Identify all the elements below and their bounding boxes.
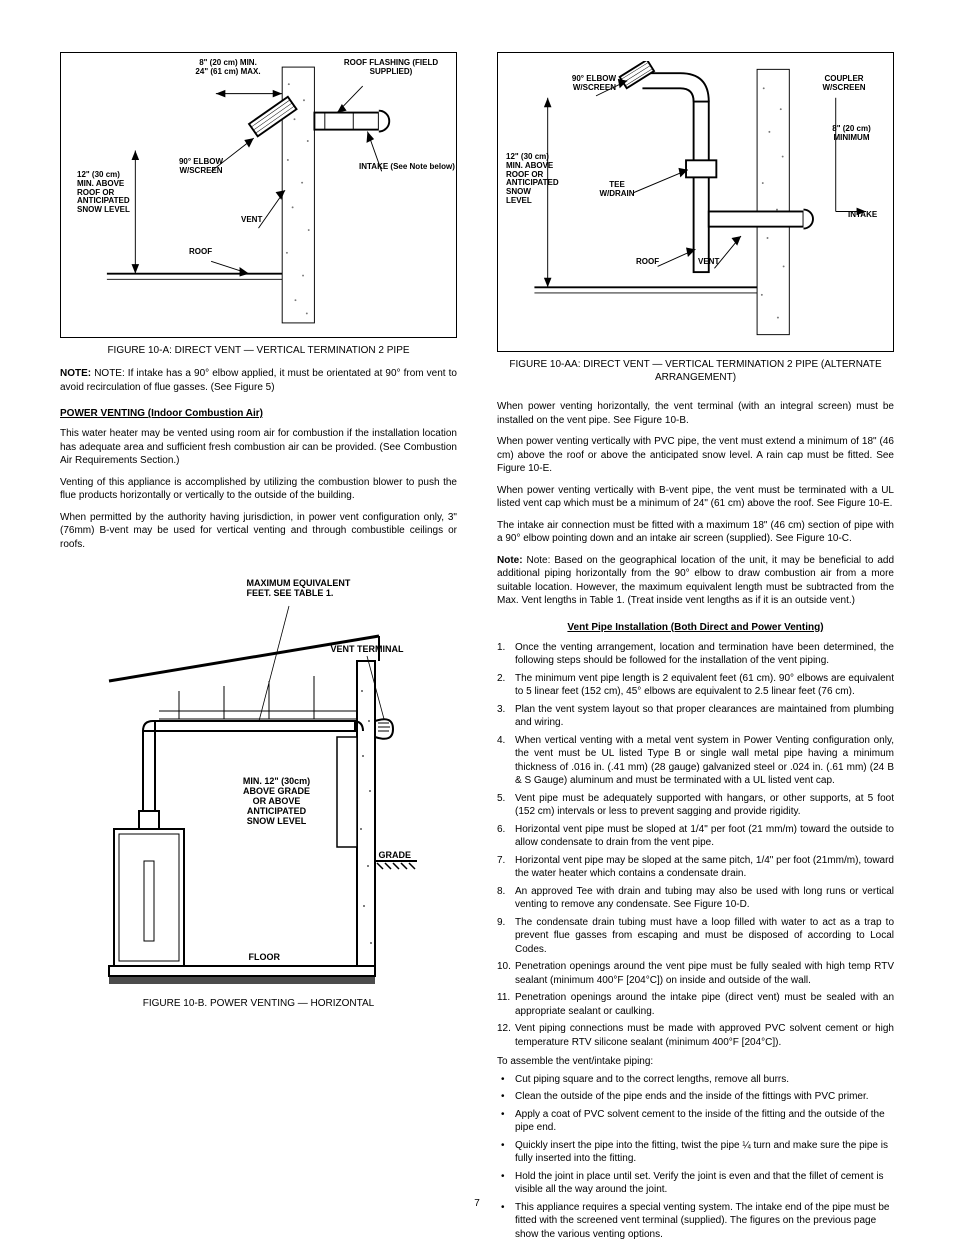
- numbered-list: 1.Once the venting arrangement, location…: [497, 641, 894, 1050]
- bullet-item: •Quickly insert the pipe into the fittin…: [497, 1139, 894, 1166]
- numbered-marker: 1.: [497, 641, 515, 668]
- fig-aa-elbow: 90° ELBOW W/SCREEN: [556, 75, 616, 93]
- fig-b-maxeq: MAXIMUM EQUIVALENT FEET. SEE TABLE 1.: [247, 579, 367, 599]
- numbered-body: Vent pipe must be adequately supported w…: [515, 792, 894, 819]
- fig-a-flashing: ROOF FLASHING (FIELD SUPPLIED): [341, 59, 441, 77]
- figure-10b-caption: FIGURE 10-B. POWER VENTING — HORIZONTAL: [99, 997, 419, 1010]
- numbered-body: Penetration openings around the vent pip…: [515, 960, 894, 987]
- numbered-marker: 7.: [497, 854, 515, 881]
- left-p2: Venting of this appliance is accomplishe…: [60, 476, 457, 503]
- numbered-marker: 3.: [497, 703, 515, 730]
- bullet-body: Apply a coat of PVC solvent cement to th…: [515, 1108, 894, 1135]
- figure-10aa-caption: FIGURE 10-AA: DIRECT VENT — VERTICAL TER…: [497, 358, 894, 384]
- fig-a-vent: VENT: [241, 216, 262, 225]
- bullet-body: Hold the joint in place until set. Verif…: [515, 1170, 894, 1197]
- numbered-item: 3.Plan the vent system layout so that pr…: [497, 703, 894, 730]
- numbered-marker: 12.: [497, 1022, 515, 1049]
- numbered-item: 5.Vent pipe must be adequately supported…: [497, 792, 894, 819]
- bullet-item: •Cut piping square and to the correct le…: [497, 1073, 894, 1087]
- bullet-body: Clean the outside of the pipe ends and t…: [515, 1090, 894, 1104]
- numbered-body: Horizontal vent pipe may be sloped at th…: [515, 854, 894, 881]
- numbered-body: Horizontal vent pipe must be sloped at 1…: [515, 823, 894, 850]
- numbered-item: 2.The minimum vent pipe length is 2 equi…: [497, 672, 894, 699]
- fig-b-snow: MIN. 12" (30cm) ABOVE GRADE OR ABOVE ANT…: [237, 777, 317, 826]
- fig-a-screen: 90° ELBOW W/SCREEN: [171, 158, 231, 176]
- numbered-marker: 6.: [497, 823, 515, 850]
- bullet-body: Cut piping square and to the correct len…: [515, 1073, 894, 1087]
- numbered-item: 8.An approved Tee with drain and tubing …: [497, 885, 894, 912]
- bullet-body: Quickly insert the pipe into the fitting…: [515, 1139, 894, 1166]
- figure-10a-caption: FIGURE 10-A: DIRECT VENT — VERTICAL TERM…: [60, 344, 457, 357]
- fig-aa-coupler: COUPLER W/SCREEN: [814, 75, 874, 93]
- vent-pipe-install-hdr: Vent Pipe Installation (Both Direct and …: [497, 622, 894, 633]
- fig-b-term: VENT TERMINAL: [331, 645, 404, 655]
- numbered-body: Vent piping connections must be made wit…: [515, 1022, 894, 1049]
- page-number: 7: [0, 1198, 954, 1209]
- fig-a-intake: INTAKE (See Note below): [359, 163, 455, 172]
- right-column: 90° ELBOW W/SCREEN TEE W/DRAIN 12" (30 c…: [497, 52, 894, 1245]
- figure-10aa: 90° ELBOW W/SCREEN TEE W/DRAIN 12" (30 c…: [497, 52, 894, 352]
- right-p4: The intake air connection must be fitted…: [497, 519, 894, 546]
- fig-a-dim-top: 8" (20 cm) MIN. 24" (61 cm) MAX.: [193, 59, 263, 77]
- numbered-body: An approved Tee with drain and tubing ma…: [515, 885, 894, 912]
- bullet-item: •Clean the outside of the pipe ends and …: [497, 1090, 894, 1104]
- page-root: 8" (20 cm) MIN. 24" (61 cm) MAX. ROOF FL…: [60, 52, 894, 1245]
- bullet-marker: •: [497, 1170, 515, 1197]
- fig-a-clean: 12" (30 cm) MIN. ABOVE ROOF OR ANTICIPAT…: [77, 171, 137, 215]
- fig-a-roof: ROOF: [189, 248, 212, 257]
- numbered-item: 1.Once the venting arrangement, location…: [497, 641, 894, 668]
- bullet-item: •Apply a coat of PVC solvent cement to t…: [497, 1108, 894, 1135]
- numbered-marker: 8.: [497, 885, 515, 912]
- figure-10a: 8" (20 cm) MIN. 24" (61 cm) MAX. ROOF FL…: [60, 52, 457, 338]
- numbered-marker: 5.: [497, 792, 515, 819]
- bullet-marker: •: [497, 1090, 515, 1104]
- left-column: 8" (20 cm) MIN. 24" (61 cm) MAX. ROOF FL…: [60, 52, 457, 1245]
- numbered-body: The condensate drain tubing must have a …: [515, 916, 894, 957]
- numbered-body: The minimum vent pipe length is 2 equiva…: [515, 672, 894, 699]
- bullets-intro: To assemble the vent/intake piping:: [497, 1055, 894, 1069]
- numbered-item: 4.When vertical venting with a metal ven…: [497, 734, 894, 788]
- figure-10b-img: MAXIMUM EQUIVALENT FEET. SEE TABLE 1. VE…: [99, 561, 419, 991]
- left-p3: When permitted by the authority having j…: [60, 511, 457, 552]
- fig-aa-tee: TEE W/DRAIN: [592, 181, 642, 199]
- fig-b-grade: GRADE: [379, 851, 412, 861]
- numbered-marker: 9.: [497, 916, 515, 957]
- numbered-marker: 2.: [497, 672, 515, 699]
- right-p3: When power venting vertically with B-ven…: [497, 484, 894, 511]
- numbered-marker: 4.: [497, 734, 515, 788]
- numbered-marker: 11.: [497, 991, 515, 1018]
- figure-10aa-svg: [506, 61, 885, 343]
- fig-b-floor: FLOOR: [249, 953, 281, 963]
- numbered-body: Once the venting arrangement, location a…: [515, 641, 894, 668]
- left-note-text: NOTE: If intake has a 90° elbow applied,…: [60, 368, 457, 393]
- bullet-marker: •: [497, 1108, 515, 1135]
- numbered-body: When vertical venting with a metal vent …: [515, 734, 894, 788]
- fig-aa-vent: VENT: [698, 258, 719, 267]
- numbered-marker: 10.: [497, 960, 515, 987]
- fig-aa-intake: INTAKE: [848, 211, 877, 220]
- power-venting-hdr: POWER VENTING (Indoor Combustion Air): [60, 408, 457, 419]
- left-note: NOTE: NOTE: If intake has a 90° elbow ap…: [60, 367, 457, 394]
- numbered-body: Penetration openings around the intake p…: [515, 991, 894, 1018]
- numbered-body: Plan the vent system layout so that prop…: [515, 703, 894, 730]
- fig-aa-12: 12" (30 cm) MIN. ABOVE ROOF OR ANTICIPAT…: [506, 153, 556, 206]
- numbered-item: 11.Penetration openings around the intak…: [497, 991, 894, 1018]
- right-p1: When power venting horizontally, the ven…: [497, 400, 894, 427]
- right-p5: Note: Note: Based on the geographical lo…: [497, 554, 894, 608]
- right-p5-text: Note: Based on the geographical location…: [497, 555, 894, 607]
- numbered-item: 12.Vent piping connections must be made …: [497, 1022, 894, 1049]
- bullet-list: •Cut piping square and to the correct le…: [497, 1073, 894, 1242]
- bullet-item: •Hold the joint in place until set. Veri…: [497, 1170, 894, 1197]
- numbered-item: 7.Horizontal vent pipe may be sloped at …: [497, 854, 894, 881]
- fig-aa-min8: 8" (20 cm) MINIMUM: [824, 125, 879, 143]
- bullet-marker: •: [497, 1073, 515, 1087]
- figure-10b: MAXIMUM EQUIVALENT FEET. SEE TABLE 1. VE…: [99, 561, 419, 1010]
- numbered-item: 9.The condensate drain tubing must have …: [497, 916, 894, 957]
- left-p1: This water heater may be vented using ro…: [60, 427, 457, 468]
- bullet-marker: •: [497, 1139, 515, 1166]
- numbered-item: 6.Horizontal vent pipe must be sloped at…: [497, 823, 894, 850]
- fig-aa-roof: ROOF: [636, 258, 659, 267]
- numbered-item: 10.Penetration openings around the vent …: [497, 960, 894, 987]
- right-p2: When power venting vertically with PVC p…: [497, 435, 894, 476]
